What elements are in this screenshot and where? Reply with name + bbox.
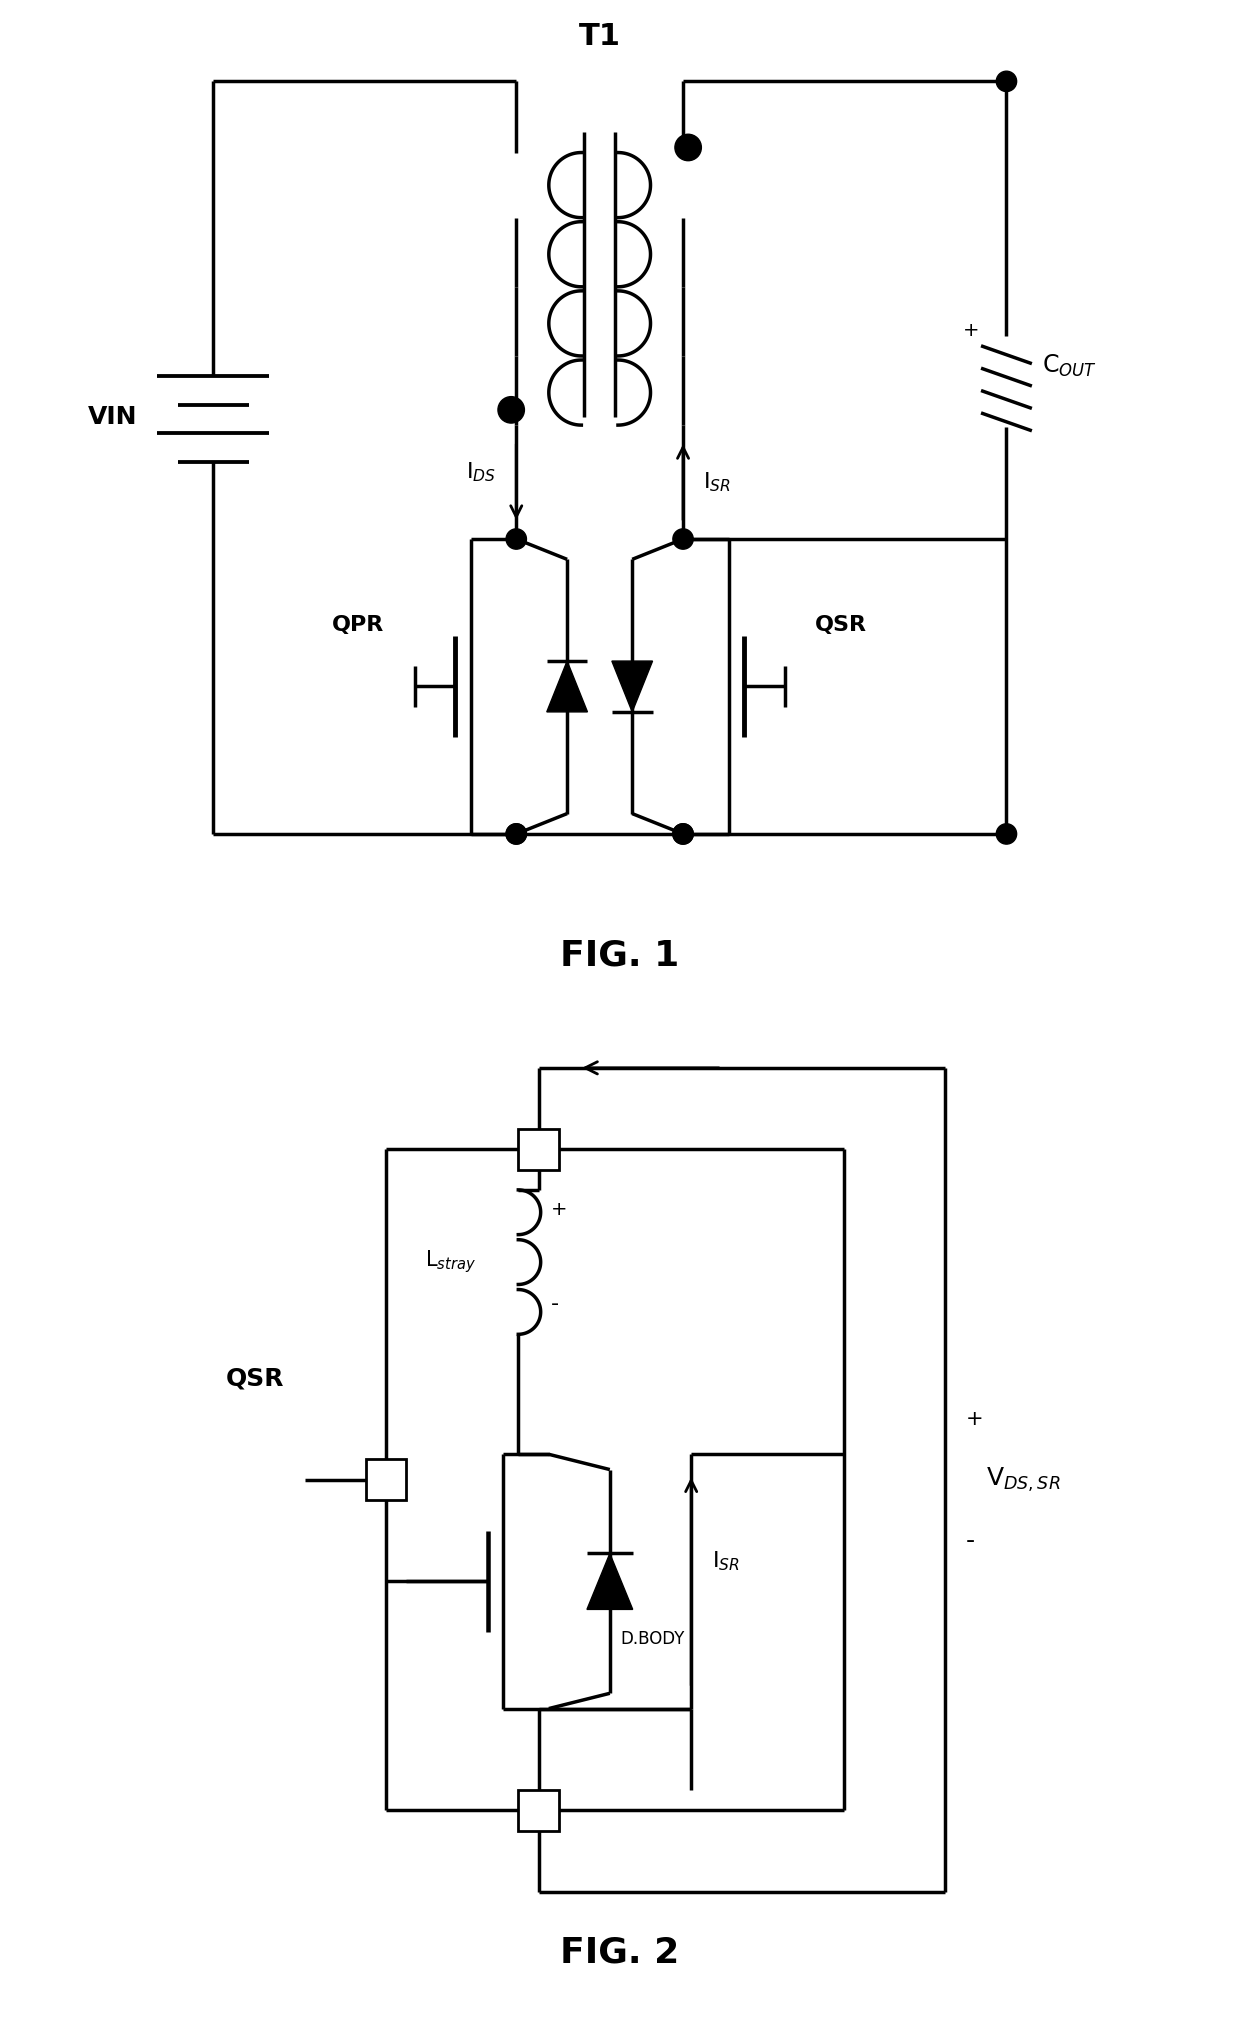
Text: -: -: [966, 1530, 975, 1552]
Text: V$_{DS,SR}$: V$_{DS,SR}$: [986, 1467, 1060, 1493]
Text: C$_{OUT}$: C$_{OUT}$: [1042, 354, 1097, 378]
Circle shape: [506, 824, 527, 844]
Text: FIG. 1: FIG. 1: [560, 940, 680, 972]
Text: QSR: QSR: [226, 1367, 284, 1389]
Text: D.BODY: D.BODY: [620, 1629, 684, 1648]
Circle shape: [996, 71, 1017, 92]
Circle shape: [996, 824, 1017, 844]
Circle shape: [498, 397, 525, 423]
Circle shape: [673, 824, 693, 844]
Polygon shape: [587, 1554, 632, 1609]
Polygon shape: [611, 661, 652, 712]
Text: +: +: [551, 1200, 568, 1218]
Text: L$_{stray}$: L$_{stray}$: [424, 1249, 476, 1275]
Text: T1: T1: [579, 22, 621, 51]
Polygon shape: [547, 661, 588, 712]
Circle shape: [673, 529, 693, 549]
Text: I$_{SR}$: I$_{SR}$: [703, 470, 732, 494]
Text: FIG. 2: FIG. 2: [560, 1936, 680, 1969]
Bar: [518, 1790, 559, 1831]
Text: QPR: QPR: [332, 616, 384, 635]
Circle shape: [673, 824, 693, 844]
Text: +: +: [962, 321, 980, 340]
Text: I$_{DS}$: I$_{DS}$: [466, 460, 496, 484]
Text: QSR: QSR: [815, 616, 867, 635]
Bar: [518, 1129, 559, 1170]
Text: +: +: [966, 1410, 983, 1428]
Circle shape: [506, 824, 527, 844]
Text: I$_{SR}$: I$_{SR}$: [712, 1550, 739, 1572]
Bar: [366, 1460, 407, 1501]
Text: -: -: [551, 1294, 559, 1314]
Text: VIN: VIN: [88, 405, 136, 429]
Circle shape: [675, 134, 702, 161]
Circle shape: [506, 529, 527, 549]
